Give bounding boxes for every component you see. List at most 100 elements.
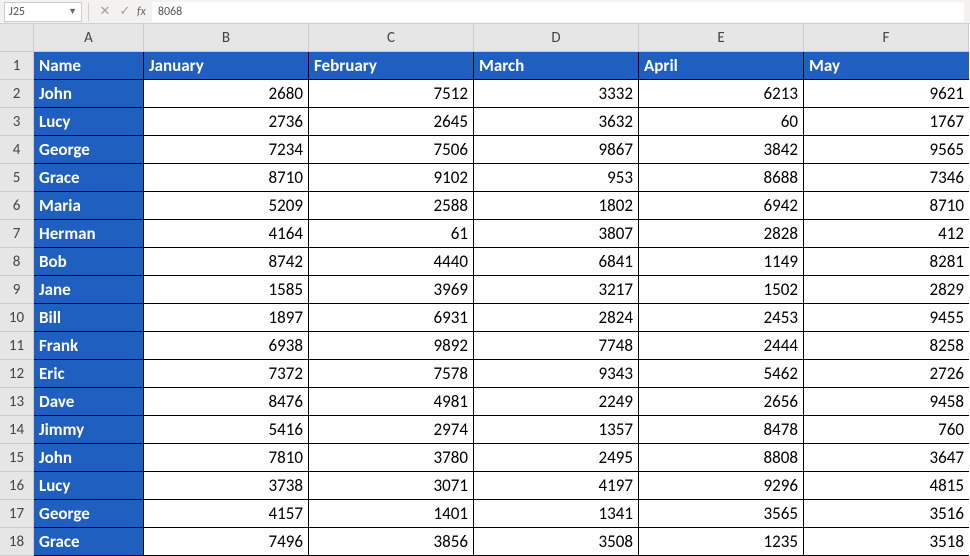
header-cell[interactable]: Name bbox=[34, 52, 144, 80]
data-cell[interactable]: 6938 bbox=[144, 332, 309, 360]
data-cell[interactable]: 7810 bbox=[144, 444, 309, 472]
row-header[interactable]: 4 bbox=[0, 136, 34, 164]
row-header[interactable]: 1 bbox=[0, 52, 34, 80]
row-header[interactable]: 3 bbox=[0, 108, 34, 136]
data-cell[interactable]: 7578 bbox=[309, 360, 474, 388]
fx-icon[interactable]: fx bbox=[137, 5, 146, 19]
data-cell[interactable]: 3647 bbox=[804, 444, 969, 472]
name-cell[interactable]: Grace bbox=[34, 164, 144, 192]
header-cell[interactable]: March bbox=[474, 52, 639, 80]
name-cell[interactable]: John bbox=[34, 80, 144, 108]
data-cell[interactable]: 8710 bbox=[144, 164, 309, 192]
column-header[interactable]: E bbox=[639, 24, 804, 52]
data-cell[interactable]: 2645 bbox=[309, 108, 474, 136]
data-cell[interactable]: 3071 bbox=[309, 472, 474, 500]
name-cell[interactable]: Grace bbox=[34, 528, 144, 556]
row-header[interactable]: 18 bbox=[0, 528, 34, 556]
name-cell[interactable]: Lucy bbox=[34, 108, 144, 136]
data-cell[interactable]: 7372 bbox=[144, 360, 309, 388]
data-cell[interactable]: 2444 bbox=[639, 332, 804, 360]
row-header[interactable]: 15 bbox=[0, 444, 34, 472]
row-header[interactable]: 7 bbox=[0, 220, 34, 248]
data-cell[interactable]: 9296 bbox=[639, 472, 804, 500]
data-cell[interactable]: 412 bbox=[804, 220, 969, 248]
data-cell[interactable]: 9458 bbox=[804, 388, 969, 416]
data-cell[interactable]: 2736 bbox=[144, 108, 309, 136]
data-cell[interactable]: 2656 bbox=[639, 388, 804, 416]
data-cell[interactable]: 2588 bbox=[309, 192, 474, 220]
data-cell[interactable]: 2726 bbox=[804, 360, 969, 388]
data-cell[interactable]: 61 bbox=[309, 220, 474, 248]
name-cell[interactable]: Herman bbox=[34, 220, 144, 248]
data-cell[interactable]: 4981 bbox=[309, 388, 474, 416]
data-cell[interactable]: 760 bbox=[804, 416, 969, 444]
data-cell[interactable]: 9565 bbox=[804, 136, 969, 164]
data-cell[interactable]: 2680 bbox=[144, 80, 309, 108]
data-cell[interactable]: 7496 bbox=[144, 528, 309, 556]
name-cell[interactable]: Lucy bbox=[34, 472, 144, 500]
name-cell[interactable]: John bbox=[34, 444, 144, 472]
name-cell[interactable]: George bbox=[34, 500, 144, 528]
data-cell[interactable]: 3856 bbox=[309, 528, 474, 556]
data-cell[interactable]: 9455 bbox=[804, 304, 969, 332]
data-cell[interactable]: 8258 bbox=[804, 332, 969, 360]
data-cell[interactable]: 2249 bbox=[474, 388, 639, 416]
data-cell[interactable]: 8742 bbox=[144, 248, 309, 276]
data-cell[interactable]: 2974 bbox=[309, 416, 474, 444]
column-header[interactable]: C bbox=[309, 24, 474, 52]
data-cell[interactable]: 2828 bbox=[639, 220, 804, 248]
enter-icon[interactable]: ✓ bbox=[115, 4, 135, 19]
data-cell[interactable]: 1401 bbox=[309, 500, 474, 528]
data-cell[interactable]: 3217 bbox=[474, 276, 639, 304]
data-cell[interactable]: 2829 bbox=[804, 276, 969, 304]
column-header[interactable]: D bbox=[474, 24, 639, 52]
data-cell[interactable]: 1235 bbox=[639, 528, 804, 556]
row-header[interactable]: 8 bbox=[0, 248, 34, 276]
data-cell[interactable]: 3508 bbox=[474, 528, 639, 556]
row-header[interactable]: 13 bbox=[0, 388, 34, 416]
data-cell[interactable]: 8476 bbox=[144, 388, 309, 416]
data-cell[interactable]: 3632 bbox=[474, 108, 639, 136]
data-cell[interactable]: 7748 bbox=[474, 332, 639, 360]
row-header[interactable]: 10 bbox=[0, 304, 34, 332]
data-cell[interactable]: 5416 bbox=[144, 416, 309, 444]
data-cell[interactable]: 8478 bbox=[639, 416, 804, 444]
row-header[interactable]: 9 bbox=[0, 276, 34, 304]
row-header[interactable]: 5 bbox=[0, 164, 34, 192]
name-cell[interactable]: Bill bbox=[34, 304, 144, 332]
data-cell[interactable]: 6942 bbox=[639, 192, 804, 220]
name-box[interactable]: J25 ▼ bbox=[4, 2, 82, 22]
column-header[interactable]: F bbox=[804, 24, 969, 52]
data-cell[interactable]: 1502 bbox=[639, 276, 804, 304]
data-cell[interactable]: 3332 bbox=[474, 80, 639, 108]
data-cell[interactable]: 3969 bbox=[309, 276, 474, 304]
formula-input[interactable]: 8068 bbox=[152, 2, 964, 22]
data-cell[interactable]: 7234 bbox=[144, 136, 309, 164]
data-cell[interactable]: 3516 bbox=[804, 500, 969, 528]
data-cell[interactable]: 3807 bbox=[474, 220, 639, 248]
data-cell[interactable]: 8281 bbox=[804, 248, 969, 276]
data-cell[interactable]: 3842 bbox=[639, 136, 804, 164]
data-cell[interactable]: 6841 bbox=[474, 248, 639, 276]
data-cell[interactable]: 6213 bbox=[639, 80, 804, 108]
data-cell[interactable]: 9102 bbox=[309, 164, 474, 192]
data-cell[interactable]: 4440 bbox=[309, 248, 474, 276]
data-cell[interactable]: 9892 bbox=[309, 332, 474, 360]
data-cell[interactable]: 4157 bbox=[144, 500, 309, 528]
data-cell[interactable]: 1897 bbox=[144, 304, 309, 332]
name-cell[interactable]: Dave bbox=[34, 388, 144, 416]
name-cell[interactable]: Frank bbox=[34, 332, 144, 360]
header-cell[interactable]: January bbox=[144, 52, 309, 80]
data-cell[interactable]: 8808 bbox=[639, 444, 804, 472]
data-cell[interactable]: 2495 bbox=[474, 444, 639, 472]
data-cell[interactable]: 5462 bbox=[639, 360, 804, 388]
header-cell[interactable]: April bbox=[639, 52, 804, 80]
data-cell[interactable]: 6931 bbox=[309, 304, 474, 332]
data-cell[interactable]: 1585 bbox=[144, 276, 309, 304]
data-cell[interactable]: 5209 bbox=[144, 192, 309, 220]
data-cell[interactable]: 7506 bbox=[309, 136, 474, 164]
row-header[interactable]: 6 bbox=[0, 192, 34, 220]
row-header[interactable]: 2 bbox=[0, 80, 34, 108]
row-header[interactable]: 12 bbox=[0, 360, 34, 388]
row-header[interactable]: 14 bbox=[0, 416, 34, 444]
